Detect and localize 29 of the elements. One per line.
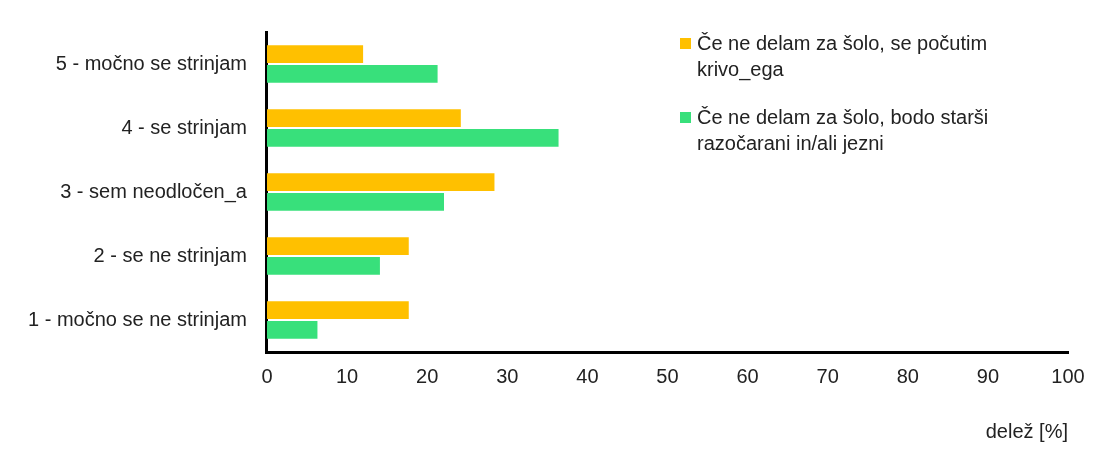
bar bbox=[266, 237, 409, 256]
bar bbox=[266, 256, 380, 275]
y-tick-label: 1 - močno se ne strinjam bbox=[27, 307, 247, 330]
x-tick-label: 100 bbox=[1051, 364, 1085, 387]
x-tick-label: 70 bbox=[816, 364, 839, 387]
x-tick-label: 0 bbox=[261, 364, 273, 387]
x-tick-label: 40 bbox=[576, 364, 599, 387]
x-tick-label: 50 bbox=[656, 364, 679, 387]
y-tick-label: 4 - se strinjam bbox=[121, 115, 247, 138]
y-tick-label: 5 - močno se strinjam bbox=[55, 51, 247, 74]
bar bbox=[266, 45, 364, 64]
bar bbox=[266, 320, 318, 339]
bar bbox=[266, 301, 409, 320]
x-tick-label: 10 bbox=[335, 364, 359, 387]
y-tick-label: 3 - sem neodločen_a bbox=[60, 179, 248, 203]
x-tick-label: 20 bbox=[416, 364, 439, 387]
bar bbox=[266, 173, 495, 192]
x-tick-label: 90 bbox=[976, 364, 1000, 387]
x-tick-label: 80 bbox=[896, 364, 919, 387]
x-axis-title: delež [%] bbox=[985, 419, 1068, 442]
bar bbox=[266, 128, 559, 147]
legend-label: Če ne delam za šolo, bodo starši razočarani in/ali jezni bbox=[697, 105, 990, 156]
legend-label: Če ne delam za šolo, se počutim krivo_ega bbox=[697, 31, 989, 82]
bar bbox=[266, 64, 438, 83]
x-tick-label: 30 bbox=[496, 364, 519, 387]
bar bbox=[266, 109, 461, 128]
y-tick-label: 2 - se ne strinjam bbox=[93, 243, 247, 266]
x-tick-label: 60 bbox=[736, 364, 759, 387]
bar bbox=[266, 192, 444, 211]
